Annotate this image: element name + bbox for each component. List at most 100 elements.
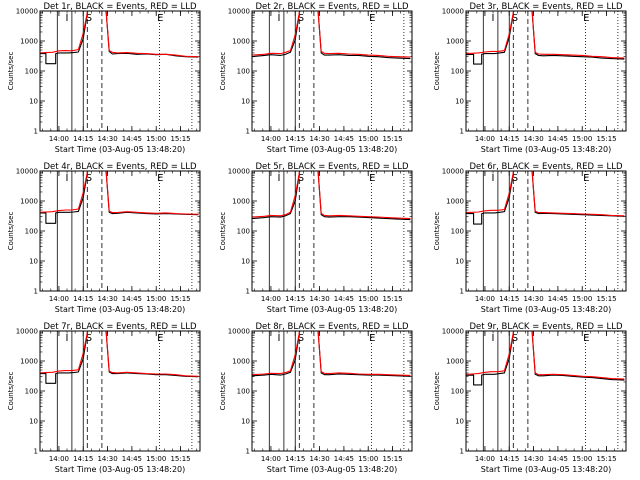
y-tick-label: 1000 [232,198,250,206]
y-tick-label: 1000 [20,198,38,206]
series-line-lld [40,171,199,215]
x-tick-label: 14:15 [73,135,93,143]
y-tick-label: 1 [460,288,464,296]
x-tick-label: 14:00 [475,455,495,463]
series-line-events [40,171,199,224]
x-tick-label: 14:45 [122,135,142,143]
x-tick-label: 15:15 [596,135,616,143]
series-line-events [466,331,625,386]
panel-xlabel: Start Time (03-Aug-05 13:48:20) [267,465,398,474]
x-tick-label: 15:00 [146,295,166,303]
y-tick-label: 10 [241,258,250,266]
y-tick-label: 10 [455,98,464,106]
x-tick-label: 14:45 [122,455,142,463]
series-line-lld [40,331,199,377]
series-line-lld [252,331,411,376]
plot-frame [465,170,627,292]
x-tick-label: 15:15 [596,455,616,463]
panel-7: Det 7r, BLACK = Events, RED = LLD Start T… [7,322,201,474]
x-tick-label: 14:15 [499,295,519,303]
x-tick-label: 15:15 [596,295,616,303]
panel-title: Det 5r, BLACK = Events, RED = LLD [255,162,409,172]
x-tick-label: 15:00 [358,295,378,303]
y-tick-label: 100 [25,68,38,76]
series-group [40,171,199,224]
x-tick-label: 15:00 [358,455,378,463]
panel-2: Det 2r, BLACK = Events, RED = LLD Start T… [219,2,413,154]
event-label-i: I [492,333,495,344]
y-tick-label: 10000 [442,328,464,336]
x-tick-label: 14:15 [285,135,305,143]
y-tick-label: 1000 [20,358,38,366]
x-tick-label: 15:15 [382,295,402,303]
y-tick-label: 10 [29,418,38,426]
x-tick-label: 15:00 [572,455,592,463]
y-tick-label: 10000 [228,168,250,176]
x-tick-label: 14:45 [334,455,354,463]
x-tick-label: 14:30 [523,455,543,463]
series-line-lld [466,11,625,59]
panel-6: Det 6r, BLACK = Events, RED = LLD Start T… [433,162,627,314]
x-tick-label: 14:45 [548,455,568,463]
panel-xlabel: Start Time (03-Aug-05 13:48:20) [267,305,398,314]
series-group [40,11,199,65]
event-label-i: I [278,333,281,344]
panel-1: Det 1r, BLACK = Events, RED = LLD Start T… [7,2,201,154]
plot-frame [465,330,627,452]
x-tick-label: 14:00 [261,455,281,463]
panel-xlabel: Start Time (03-Aug-05 13:48:20) [481,145,612,154]
y-tick-label: 100 [237,68,250,76]
series-line-events [252,11,411,60]
x-tick-label: 14:45 [122,295,142,303]
series-group [252,171,411,221]
event-label-e: E [157,333,163,344]
x-tick-label: 14:00 [49,135,69,143]
panel-ylabel: Counts/sec [433,212,441,251]
y-tick-label: 1 [246,128,250,136]
x-tick-label: 14:45 [548,295,568,303]
panel-title: Det 6r, BLACK = Events, RED = LLD [469,162,623,172]
x-tick-label: 15:15 [170,295,190,303]
y-tick-label: 1000 [232,38,250,46]
y-tick-label: 1 [246,288,250,296]
panel-ylabel: Counts/sec [219,212,227,251]
x-tick-label: 14:30 [523,135,543,143]
y-tick-label: 10 [455,258,464,266]
x-tick-label: 15:15 [382,135,402,143]
x-tick-label: 14:15 [285,295,305,303]
series-line-lld [252,171,411,220]
y-tick-label: 10000 [228,8,250,16]
x-tick-label: 14:45 [334,135,354,143]
series-group [466,331,625,386]
event-label-e: E [369,13,375,24]
y-tick-label: 100 [451,388,464,396]
event-label-e: E [157,13,163,24]
plot-frame [465,10,627,132]
panel-ylabel: Counts/sec [433,372,441,411]
panel-3: Det 3r, BLACK = Events, RED = LLD Start T… [433,2,627,154]
series-line-lld [252,11,411,58]
series-line-lld [466,171,625,217]
panel-xlabel: Start Time (03-Aug-05 13:48:20) [267,145,398,154]
y-tick-label: 10000 [228,328,250,336]
event-label-s: S [298,13,304,24]
x-tick-label: 15:15 [170,455,190,463]
event-label-e: E [583,13,589,24]
y-tick-label: 100 [237,388,250,396]
panel-title: Det 7r, BLACK = Events, RED = LLD [43,322,197,332]
panel-xlabel: Start Time (03-Aug-05 13:48:20) [55,465,186,474]
event-label-i: I [66,173,69,184]
series-line-events [466,11,625,65]
panel-9: Det 9r, BLACK = Events, RED = LLD Start T… [433,322,627,474]
series-group [252,331,411,377]
y-tick-label: 10 [241,418,250,426]
y-tick-label: 1 [460,128,464,136]
event-label-i: I [492,173,495,184]
event-label-e: E [369,333,375,344]
x-tick-label: 15:00 [146,135,166,143]
event-label-e: E [583,333,589,344]
x-tick-label: 14:30 [309,295,329,303]
series-group [466,171,625,225]
x-tick-label: 14:15 [73,295,93,303]
panel-title: Det 9r, BLACK = Events, RED = LLD [469,322,623,332]
